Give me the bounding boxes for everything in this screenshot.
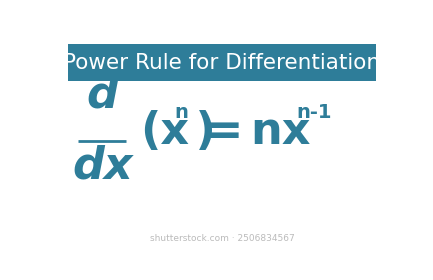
Text: (x: (x [140, 110, 189, 153]
Text: dx: dx [72, 145, 133, 188]
Text: n-1: n-1 [297, 103, 332, 122]
Text: ): ) [180, 110, 216, 153]
Text: shutterstock.com · 2506834567: shutterstock.com · 2506834567 [149, 234, 294, 243]
FancyBboxPatch shape [68, 44, 376, 81]
Text: n: n [174, 103, 188, 122]
Text: d: d [87, 74, 119, 116]
Text: =: = [205, 110, 242, 153]
Text: nx: nx [250, 110, 311, 153]
Text: Power Rule for Differentiation: Power Rule for Differentiation [63, 53, 381, 73]
